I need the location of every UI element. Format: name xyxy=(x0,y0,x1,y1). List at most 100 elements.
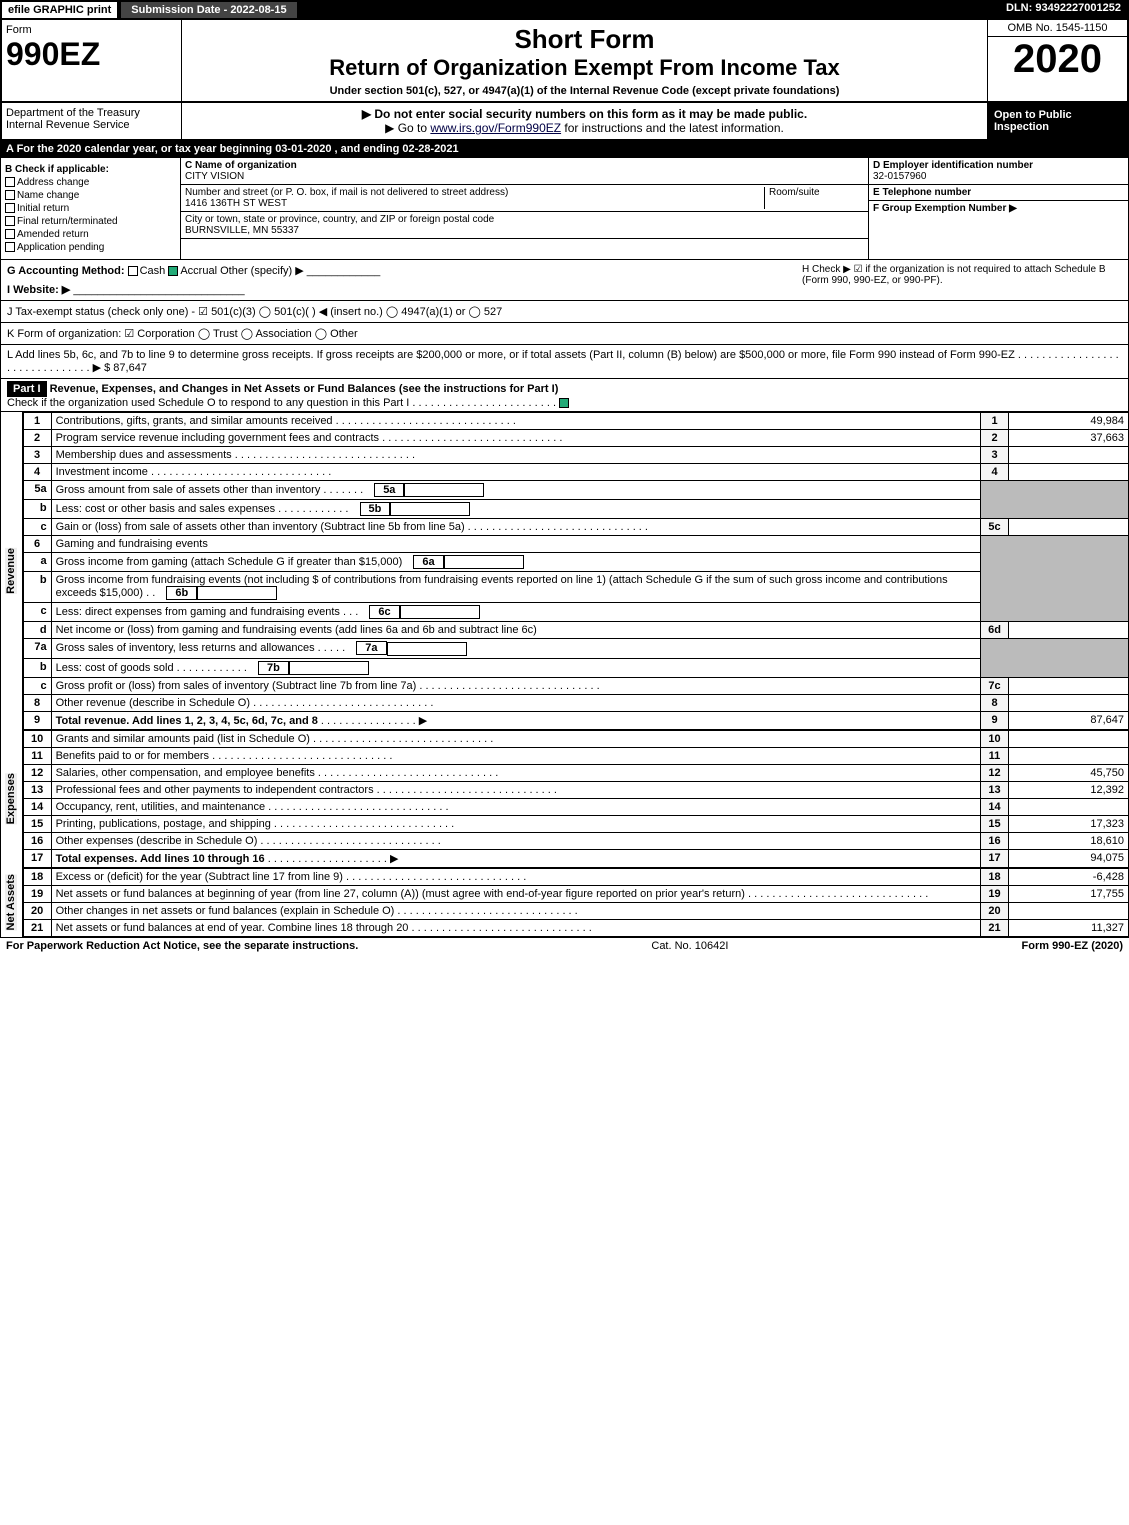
year-block: OMB No. 1545-1150 2020 xyxy=(987,20,1127,101)
expenses-tab: Expenses xyxy=(5,773,17,824)
form-title-block: Short Form Return of Organization Exempt… xyxy=(182,20,987,101)
accrual-checkbox[interactable] xyxy=(168,266,178,276)
b-item-pending[interactable]: Application pending xyxy=(5,242,176,253)
other-label: Other (specify) ▶ xyxy=(220,265,304,277)
revenue-tab: Revenue xyxy=(5,548,17,594)
b-item-address[interactable]: Address change xyxy=(5,177,176,188)
section-c: C Name of organization CITY VISION Numbe… xyxy=(181,158,868,259)
l-row: L Add lines 5b, 6c, and 7b to line 9 to … xyxy=(0,345,1129,379)
revenue-table: 1Contributions, gifts, grants, and simil… xyxy=(23,412,1129,730)
k-form-org: K Form of organization: ☑ Corporation ◯ … xyxy=(7,327,358,340)
department-label: Department of the Treasury Internal Reve… xyxy=(2,103,182,139)
phone-label: E Telephone number xyxy=(873,187,1124,198)
cat-no: Cat. No. 10642I xyxy=(358,940,1021,952)
line-2: 2Program service revenue including gover… xyxy=(23,430,1128,447)
line-10: 10Grants and similar amounts paid (list … xyxy=(23,730,1128,747)
line-7c: cGross profit or (loss) from sales of in… xyxy=(23,677,1128,694)
expenses-table: 10Grants and similar amounts paid (list … xyxy=(23,730,1129,868)
l-value: 87,647 xyxy=(113,362,147,374)
b-item-final[interactable]: Final return/terminated xyxy=(5,216,176,227)
submission-date: Submission Date - 2022-08-15 xyxy=(119,0,298,20)
line-6a: aGross income from gaming (attach Schedu… xyxy=(23,553,1128,572)
street-label: Number and street (or P. O. box, if mail… xyxy=(185,187,764,198)
b-title: B Check if applicable: xyxy=(5,164,176,175)
instructions-link[interactable]: www.irs.gov/Form990EZ xyxy=(430,121,561,135)
tax-year: 2020 xyxy=(988,37,1127,82)
line-21: 21Net assets or fund balances at end of … xyxy=(23,919,1128,936)
note-suffix: for instructions and the latest informat… xyxy=(561,121,784,135)
part1-header-row: Part I Revenue, Expenses, and Changes in… xyxy=(0,379,1129,412)
part1-label: Part I xyxy=(7,381,47,397)
form-notes: ▶ Do not enter social security numbers o… xyxy=(182,103,987,139)
g-h-row: G Accounting Method: Cash Accrual Other … xyxy=(0,260,1129,301)
section-d: D Employer identification number 32-0157… xyxy=(868,158,1128,259)
open-to-public: Open to Public Inspection xyxy=(988,103,1127,139)
form-ref: Form 990-EZ (2020) xyxy=(1022,940,1123,952)
line-5a: 5aGross amount from sale of assets other… xyxy=(23,481,1128,500)
entity-grid: B Check if applicable: Address change Na… xyxy=(0,157,1129,260)
l-text: L Add lines 5b, 6c, and 7b to line 9 to … xyxy=(7,349,1119,374)
line-5c: cGain or (loss) from sale of assets othe… xyxy=(23,519,1128,536)
efile-print-label[interactable]: efile GRAPHIC print xyxy=(0,0,119,20)
b-item-name[interactable]: Name change xyxy=(5,190,176,201)
part1-title: Revenue, Expenses, and Changes in Net As… xyxy=(50,383,559,395)
line-14: 14Occupancy, rent, utilities, and mainte… xyxy=(23,798,1128,815)
paperwork-notice: For Paperwork Reduction Act Notice, see … xyxy=(6,940,358,952)
city-label: City or town, state or province, country… xyxy=(185,214,864,225)
line-3: 3Membership dues and assessments3 xyxy=(23,447,1128,464)
line-19: 19Net assets or fund balances at beginni… xyxy=(23,885,1128,902)
line-6: 6Gaming and fundraising events xyxy=(23,536,1128,553)
line-7a: 7aGross sales of inventory, less returns… xyxy=(23,639,1128,658)
b-item-initial[interactable]: Initial return xyxy=(5,203,176,214)
org-name-label: C Name of organization xyxy=(185,160,864,171)
top-bar: efile GRAPHIC print Submission Date - 20… xyxy=(0,0,1129,20)
part1-check-text: Check if the organization used Schedule … xyxy=(7,397,556,409)
accrual-label: Accrual xyxy=(180,265,217,277)
period-bar: A For the 2020 calendar year, or tax yea… xyxy=(0,141,1129,157)
line-6d: dNet income or (loss) from gaming and fu… xyxy=(23,622,1128,639)
j-row: J Tax-exempt status (check only one) - ☑… xyxy=(0,301,1129,323)
under-section-text: Under section 501(c), 527, or 4947(a)(1)… xyxy=(186,85,983,97)
line-11: 11Benefits paid to or for members11 xyxy=(23,747,1128,764)
city-value: BURNSVILLE, MN 55337 xyxy=(185,225,864,236)
line-4: 4Investment income4 xyxy=(23,464,1128,481)
cash-checkbox[interactable] xyxy=(128,266,138,276)
line-12: 12Salaries, other compensation, and empl… xyxy=(23,764,1128,781)
short-form-title: Short Form xyxy=(186,24,983,55)
netassets-table: 18Excess or (deficit) for the year (Subt… xyxy=(23,868,1129,937)
footer: For Paperwork Reduction Act Notice, see … xyxy=(0,937,1129,954)
line-6b: bGross income from fundraising events (n… xyxy=(23,572,1128,603)
line-7b: bLess: cost of goods sold . . . . . . . … xyxy=(23,658,1128,677)
form-header: Form 990EZ Short Form Return of Organiza… xyxy=(0,20,1129,103)
line-17: 17Total expenses. Add lines 10 through 1… xyxy=(23,849,1128,867)
line-8: 8Other revenue (describe in Schedule O)8 xyxy=(23,694,1128,711)
dln-label: DLN: 93492227001252 xyxy=(998,0,1129,20)
room-suite: Room/suite xyxy=(764,187,864,209)
line-13: 13Professional fees and other payments t… xyxy=(23,781,1128,798)
line-6c: cLess: direct expenses from gaming and f… xyxy=(23,603,1128,622)
line-18: 18Excess or (deficit) for the year (Subt… xyxy=(23,868,1128,885)
org-name-value: CITY VISION xyxy=(185,171,864,182)
line-15: 15Printing, publications, postage, and s… xyxy=(23,815,1128,832)
ein-cell: D Employer identification number 32-0157… xyxy=(869,158,1128,185)
group-exemption-cell: F Group Exemption Number ▶ xyxy=(869,201,1128,216)
g-accounting: G Accounting Method: Cash Accrual Other … xyxy=(7,264,802,296)
netassets-section: Net Assets 18Excess or (deficit) for the… xyxy=(0,868,1129,937)
omb-number: OMB No. 1545-1150 xyxy=(988,20,1127,37)
notes-row: Department of the Treasury Internal Reve… xyxy=(0,103,1129,141)
line-5b: bLess: cost or other basis and sales exp… xyxy=(23,500,1128,519)
netassets-tab: Net Assets xyxy=(5,874,17,930)
group-label: F Group Exemption Number ▶ xyxy=(873,203,1124,214)
form-number-block: Form 990EZ xyxy=(2,20,182,101)
revenue-section: Revenue 1Contributions, gifts, grants, a… xyxy=(0,412,1129,730)
ein-label: D Employer identification number xyxy=(873,160,1124,171)
k-row: K Form of organization: ☑ Corporation ◯ … xyxy=(0,323,1129,345)
form-number: 990EZ xyxy=(6,36,177,73)
cash-label: Cash xyxy=(140,265,166,277)
open-inspection-block: Open to Public Inspection xyxy=(987,103,1127,139)
ein-value: 32-0157960 xyxy=(873,171,1124,182)
section-b: B Check if applicable: Address change Na… xyxy=(1,158,181,259)
j-tax-exempt: J Tax-exempt status (check only one) - ☑… xyxy=(7,305,502,318)
part1-checkbox[interactable] xyxy=(559,398,569,408)
b-item-amended[interactable]: Amended return xyxy=(5,229,176,240)
